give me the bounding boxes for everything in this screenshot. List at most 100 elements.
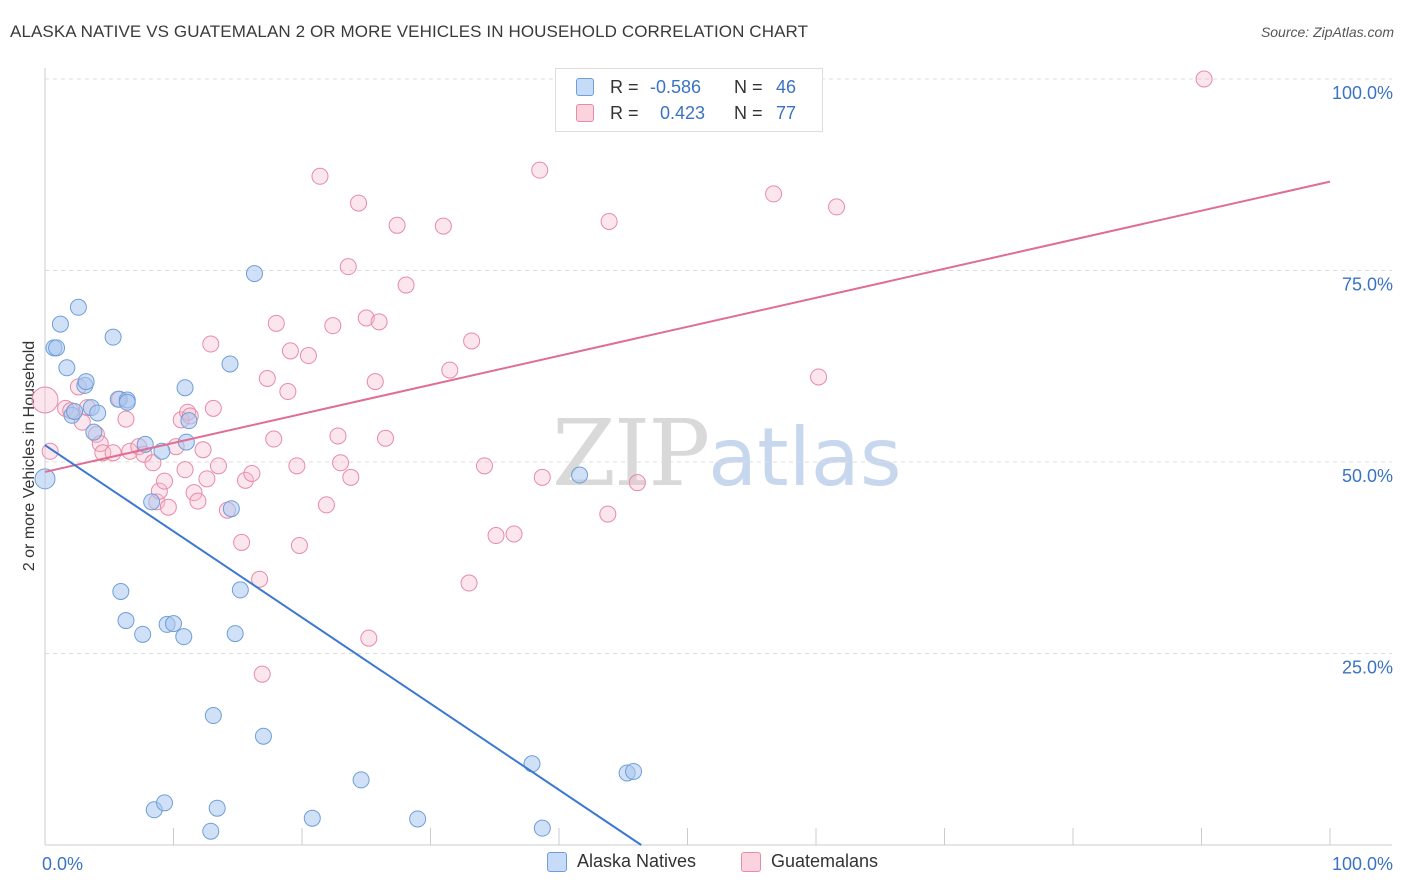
alaska-native-point [245, 265, 263, 283]
guatemalan-point [194, 441, 212, 459]
legend-row-guatemalan: R = 0.423 N = 77 [576, 101, 796, 125]
guatemalan-point [209, 457, 227, 475]
guatemalan-point [299, 347, 317, 365]
guatemalan-point [265, 430, 283, 448]
series-legend: Alaska Natives Guatemalans [0, 851, 1406, 877]
guatemalan-point [460, 574, 478, 592]
alaska-native-point [89, 404, 107, 422]
guatemalan-point [366, 373, 384, 391]
guatemalan-point [463, 332, 481, 350]
alaska-native-point [221, 355, 239, 373]
guatemalan-point [434, 217, 452, 235]
guatemalan-point [311, 167, 329, 185]
guatemalan-point [357, 309, 375, 327]
guatemalan-point [41, 442, 59, 460]
legend-swatch-pink [576, 104, 594, 122]
alaska-native-trend-line [44, 444, 642, 846]
guatemalan-point [324, 317, 342, 335]
alaska-native-point [409, 810, 427, 828]
alaska-native-point [180, 412, 198, 430]
legend-swatch-blue [576, 78, 594, 96]
guatemalan-point [370, 313, 388, 331]
alaska-native-point [226, 625, 244, 643]
guatemalan-point [600, 212, 618, 230]
alaska-native-point [134, 625, 152, 643]
alaska-native-point [254, 727, 272, 745]
y-tick-label: 50.0% [1342, 466, 1393, 486]
guatemalan-point [533, 468, 551, 486]
guatemalan-point [765, 185, 783, 203]
guatemalan-point [1195, 70, 1213, 88]
guatemalan-point [290, 536, 308, 554]
legend-n-label: N = [734, 102, 763, 123]
legend-r-value: 0.423 [660, 102, 706, 123]
guatemalan-point [159, 498, 177, 516]
guatemalan-point [267, 314, 285, 332]
guatemalan-point [117, 410, 135, 428]
alaska-native-point [77, 373, 95, 391]
guatemalan-point [156, 472, 174, 490]
legend-row-alaska: R = -0.586 N = 46 [576, 75, 796, 99]
guatemalan-point [339, 258, 357, 276]
stats-legend: R = -0.586 N = 46 R = 0.423 N = 77 [555, 68, 823, 132]
guatemalan-point [198, 470, 216, 488]
x-tick-label: 100.0% [1332, 854, 1393, 874]
alaska-native-point [117, 612, 135, 630]
alaska-native-point [118, 393, 136, 411]
alaska-native-point [204, 707, 222, 725]
legend-swatch-blue [547, 851, 567, 872]
source-label: Source: ZipAtlas.com [1260, 24, 1394, 40]
x-tick-label: 0.0% [42, 854, 83, 874]
watermark-zip: ZIP [552, 400, 710, 507]
guatemalan-point [388, 216, 406, 234]
guatemalan-point [628, 474, 646, 492]
alaska-native-point [165, 615, 182, 633]
guatemalan-point [505, 525, 523, 543]
guatemalan-point [828, 198, 846, 216]
guatemalan-point [360, 629, 378, 647]
guatemalan-point [251, 570, 269, 588]
alaska-native-point [625, 762, 643, 780]
guatemalan-point [281, 342, 299, 360]
alaska-native-point [208, 799, 226, 817]
alaska-native-point [112, 582, 130, 600]
y-tick-label: 100.0% [1332, 83, 1393, 103]
guatemalan-point [397, 276, 415, 294]
legend-label-guatemalans: Guatemalans [771, 851, 879, 871]
legend-n-value: 77 [776, 102, 797, 123]
guatemalan-point [204, 399, 222, 417]
guatemalan-point [317, 496, 335, 514]
guatemalan-point [377, 429, 395, 447]
legend-n-value: 46 [776, 76, 797, 97]
alaska-native-point [175, 628, 193, 646]
guatemalan-point [475, 457, 493, 475]
alaska-native-point [202, 822, 220, 840]
alaska-native-point [231, 581, 249, 599]
alaska-native-point [34, 468, 56, 490]
watermark-atlas: atlas [708, 411, 902, 504]
alaska-native-point [222, 500, 240, 518]
guatemalan-point [342, 468, 360, 486]
guatemalan-point [279, 383, 297, 401]
alaska-native-point [66, 402, 84, 420]
y-tick-label: 25.0% [1342, 658, 1393, 678]
alaska-native-point [352, 771, 370, 789]
guatemalan-point [810, 368, 828, 386]
guatemalan-point [332, 454, 350, 472]
alaska-native-point [156, 794, 174, 812]
guatemalan-point [487, 527, 505, 545]
guatemalan-point [189, 492, 207, 510]
legend-item-alaska-natives: Alaska Natives [547, 851, 696, 872]
alaska-native-point [48, 339, 66, 357]
guatemalan-point [233, 533, 251, 551]
chart-title: ALASKA NATIVE VS GUATEMALAN 2 OR MORE VE… [10, 22, 809, 41]
legend-r-value: -0.586 [650, 76, 702, 97]
guatemalan-point [258, 370, 276, 388]
legend-label-alaska-natives: Alaska Natives [577, 851, 697, 871]
guatemalan-point [94, 444, 112, 462]
alaska-native-point [85, 423, 103, 441]
alaska-native-point [303, 809, 321, 827]
legend-n-label: N = [734, 76, 763, 97]
alaska-native-point [104, 328, 122, 346]
